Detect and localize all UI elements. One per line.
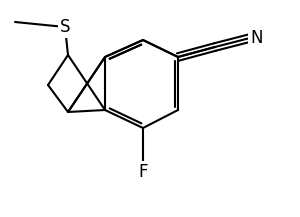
- Text: S: S: [60, 18, 70, 36]
- Text: N: N: [250, 29, 262, 47]
- Text: F: F: [138, 163, 148, 181]
